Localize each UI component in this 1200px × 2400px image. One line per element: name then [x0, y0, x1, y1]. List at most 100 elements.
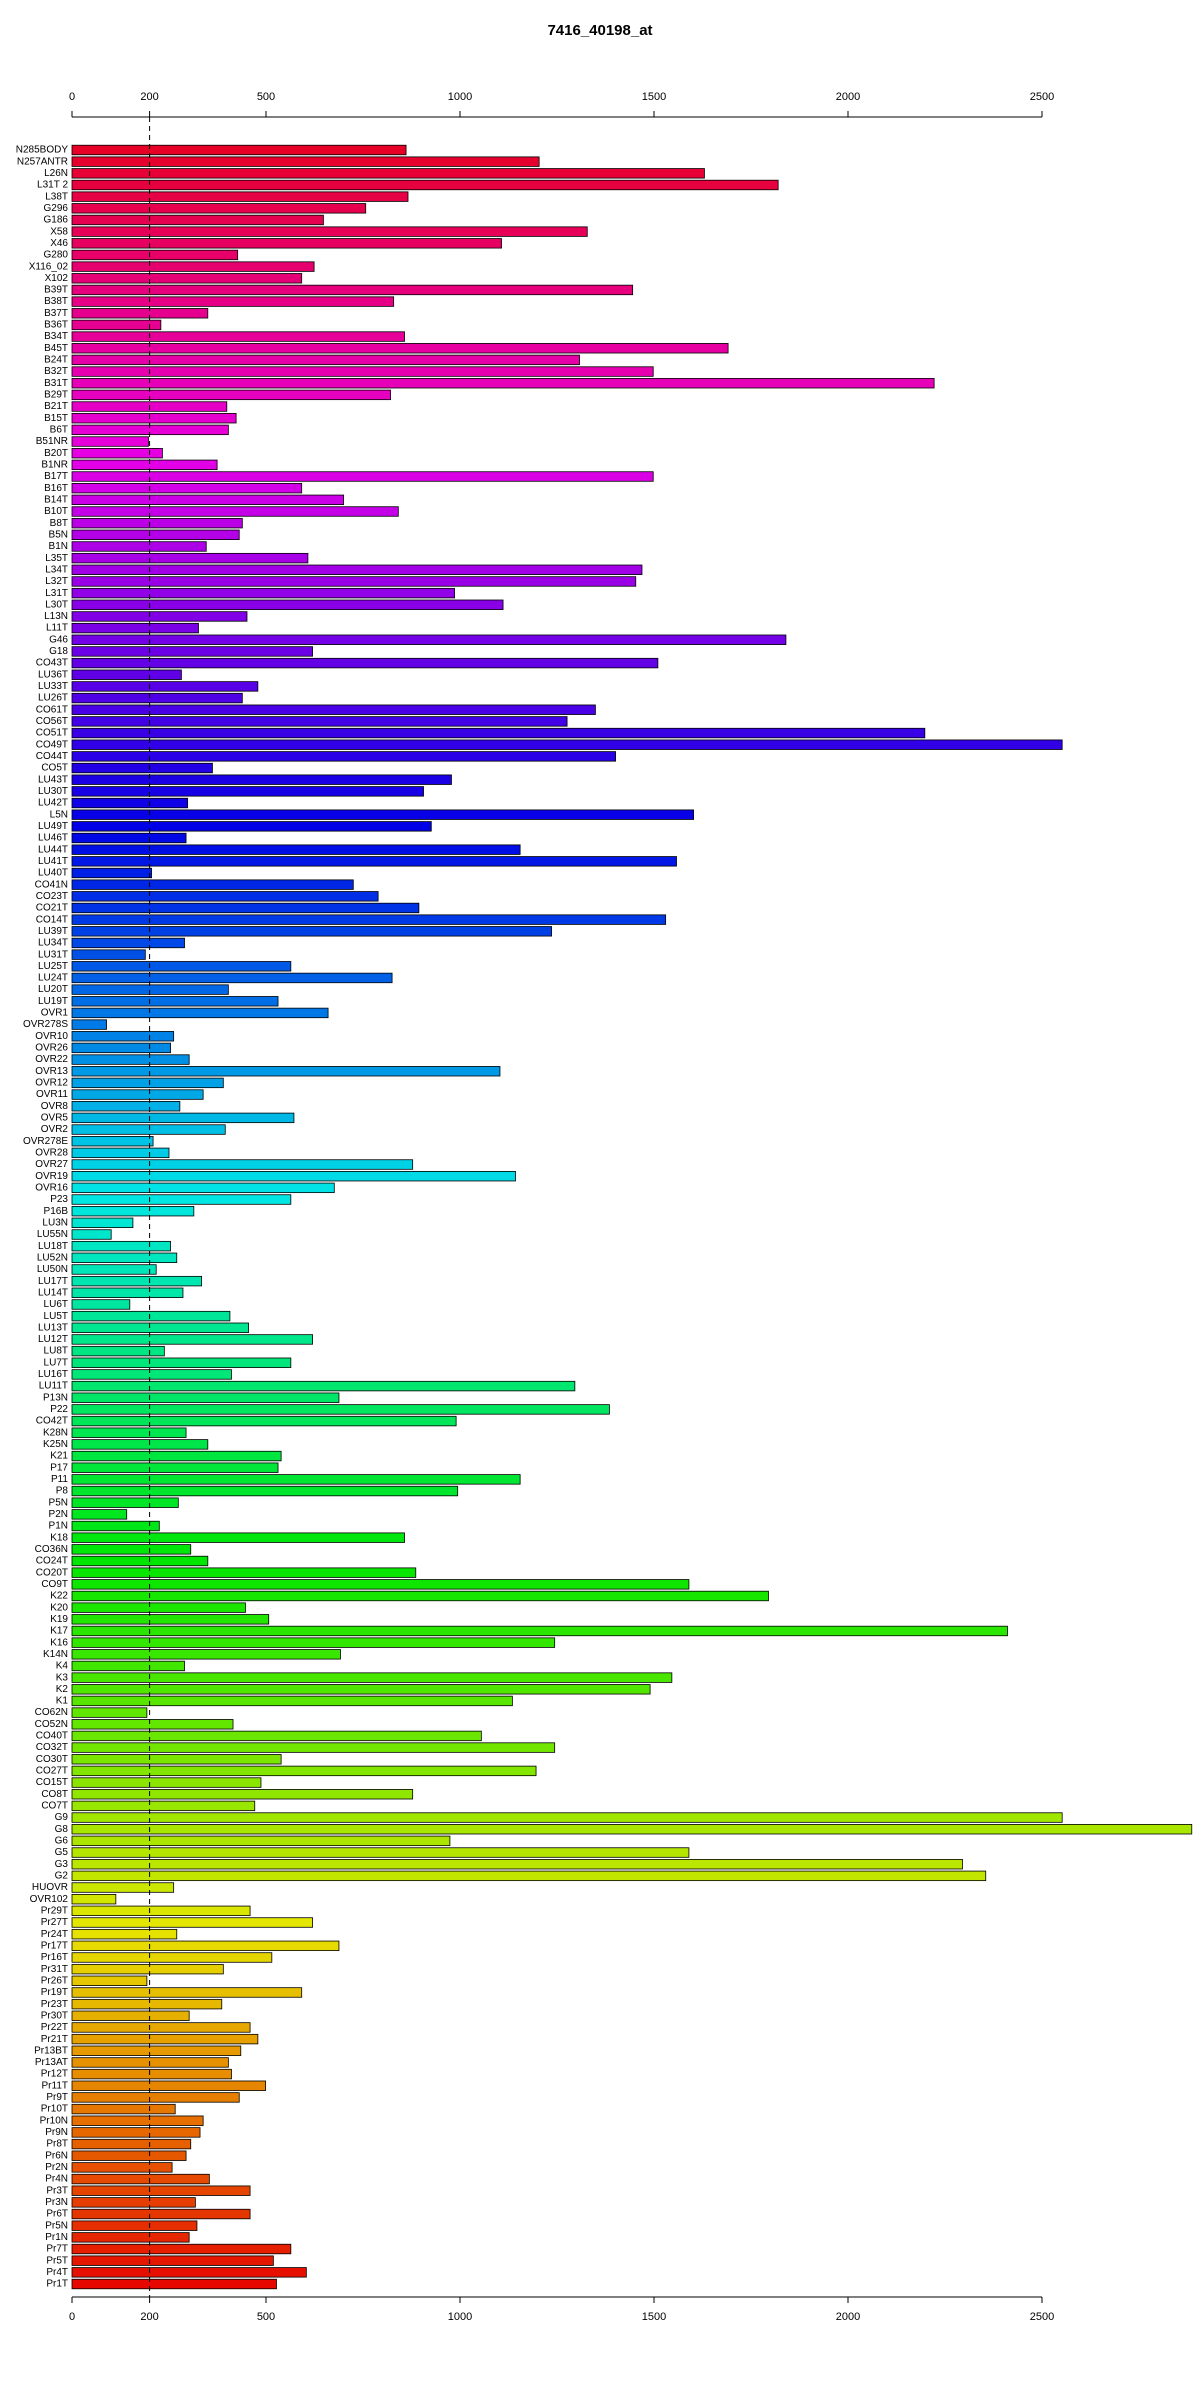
- bar: [71, 1310, 231, 1322]
- bar: [71, 1835, 451, 1847]
- y-tick-label: Pr30T: [41, 2010, 68, 2021]
- y-tick-label: CO41N: [35, 879, 68, 890]
- bar: [71, 1917, 313, 1928]
- bar: [71, 203, 367, 214]
- y-tick-label: OVR22: [35, 1054, 68, 1065]
- y-tick-label: CO42T: [36, 1416, 68, 1427]
- bar: [71, 436, 149, 447]
- bar: [71, 144, 407, 156]
- bar: [71, 1544, 192, 1555]
- y-tick-label: B8T: [50, 518, 68, 529]
- y-tick-label: Pr1N: [45, 2232, 68, 2243]
- y-tick-label: LU8T: [44, 1346, 68, 1357]
- y-tick-label: B31T: [44, 378, 68, 389]
- y-tick-label: P5N: [49, 1497, 68, 1508]
- y-tick-label: Pr12T: [41, 2069, 68, 2080]
- y-tick-label: K1: [56, 1696, 69, 1707]
- bar: [71, 448, 163, 459]
- y-tick-label: CO7T: [41, 1801, 68, 1812]
- bar: [71, 1590, 769, 1602]
- bar: [71, 1357, 292, 1368]
- y-tick-label: LU40T: [38, 868, 68, 879]
- y-tick-label: OVR278E: [23, 1136, 68, 1147]
- bar: [71, 1800, 256, 1812]
- y-tick-label: K17: [50, 1626, 68, 1637]
- bar: [71, 2057, 229, 2068]
- y-tick-label: LU20T: [38, 984, 68, 995]
- bar: [71, 1998, 223, 2010]
- y-tick-label: CO30T: [36, 1754, 68, 1765]
- bar: [71, 1217, 134, 1229]
- bar: [71, 786, 424, 797]
- bar: [71, 191, 409, 202]
- bar: [71, 1882, 175, 1893]
- bar: [71, 1112, 295, 1124]
- chart-title: 7416_40198_at: [547, 22, 652, 39]
- bar: [71, 506, 399, 517]
- bar: [71, 2208, 251, 2220]
- y-tick-label: K16: [50, 1637, 68, 1648]
- y-tick-label: Pr6N: [45, 2150, 68, 2161]
- y-tick-label: L38T: [45, 191, 68, 202]
- y-tick-label: HUOVR: [32, 1882, 68, 1893]
- y-tick-label: CO51T: [36, 728, 68, 739]
- y-tick-label: Pr4T: [46, 2267, 68, 2278]
- bar: [71, 914, 667, 925]
- y-tick-label: L31T: [45, 588, 68, 599]
- bar: [71, 622, 199, 634]
- bar: [71, 1824, 1193, 1835]
- y-tick-label: Pr2N: [45, 2162, 68, 2173]
- y-tick-label: N285BODY: [16, 145, 69, 156]
- bar: [71, 1905, 251, 1917]
- y-tick-label: LU50N: [37, 1264, 68, 1275]
- bar: [71, 2045, 242, 2056]
- y-tick-label: Pr26T: [41, 1975, 68, 1986]
- y-tick-label: P2N: [49, 1509, 68, 1520]
- y-tick-label: LU14T: [38, 1287, 68, 1298]
- bar: [71, 1555, 209, 1567]
- x-tick-label: 2000: [836, 2311, 860, 2323]
- bar: [71, 1672, 673, 1683]
- y-tick-label: B10T: [44, 506, 68, 517]
- y-tick-label: LU7T: [44, 1357, 68, 1368]
- y-tick-label: OVR27: [35, 1159, 68, 1170]
- y-tick-label: K3: [56, 1672, 69, 1683]
- y-tick-label: Pr9N: [45, 2127, 68, 2138]
- bar: [71, 996, 279, 1007]
- y-tick-label: OVR11: [36, 1089, 68, 1100]
- bar: [71, 1439, 209, 1450]
- bar: [71, 1660, 185, 1672]
- y-tick-label: K21: [50, 1451, 68, 1462]
- y-tick-label: Pr1T: [46, 2279, 68, 2290]
- y-tick-label: B36T: [44, 320, 68, 331]
- y-tick-label: L11T: [46, 623, 68, 634]
- bar: [71, 1975, 148, 1986]
- bar: [71, 2197, 196, 2208]
- y-tick-label: B14T: [44, 494, 68, 505]
- bar: [71, 681, 259, 692]
- y-tick-label: LU6T: [44, 1299, 68, 1310]
- bar: [71, 273, 303, 284]
- y-tick-label: G280: [44, 250, 69, 261]
- bar: [71, 1404, 610, 1415]
- bar: [71, 1077, 224, 1089]
- y-tick-label: LU31T: [38, 949, 68, 960]
- bar: [71, 1870, 987, 1882]
- bar: [71, 1928, 178, 1940]
- bar: [71, 1532, 405, 1543]
- bar: [71, 319, 162, 331]
- y-tick-label: K4: [56, 1661, 69, 1672]
- y-tick-label: B15T: [44, 413, 68, 424]
- bar: [71, 972, 393, 984]
- bar: [71, 1031, 175, 1042]
- bar: [71, 751, 616, 762]
- y-tick-label: B38T: [44, 296, 68, 307]
- bar: [71, 1893, 117, 1905]
- y-tick-label: B16T: [44, 483, 68, 494]
- y-tick-label: B17T: [44, 471, 68, 482]
- y-tick-label: LU43T: [38, 774, 68, 785]
- bar: [71, 1066, 501, 1077]
- bar: [71, 1602, 246, 1613]
- bar: [71, 2115, 204, 2126]
- bar: [71, 704, 596, 715]
